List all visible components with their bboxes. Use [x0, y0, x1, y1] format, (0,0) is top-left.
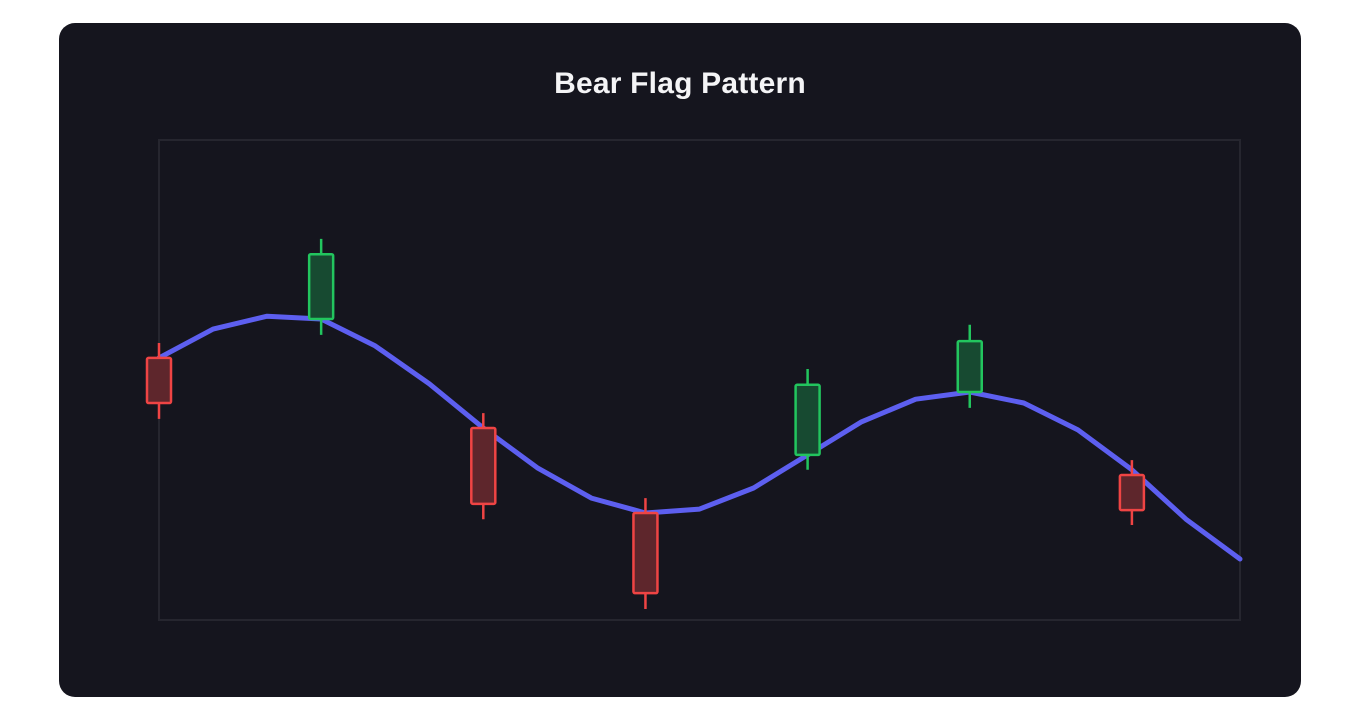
candle-body	[470, 426, 497, 506]
candle-7	[1118, 460, 1146, 525]
candle-body	[794, 383, 821, 457]
chart-plot	[145, 139, 1243, 621]
candle-3	[470, 413, 497, 520]
candle-body	[1118, 473, 1146, 512]
price-line	[156, 313, 1243, 562]
price-line-layer	[156, 313, 1243, 562]
candle-body	[632, 511, 659, 595]
candle-body	[956, 339, 983, 394]
candle-4	[632, 498, 659, 609]
candle-body	[307, 252, 335, 321]
candle-body	[145, 356, 173, 405]
plot-frame	[158, 139, 1241, 621]
candle-5	[794, 368, 821, 470]
candle-1	[145, 343, 173, 419]
candles-layer	[145, 238, 1146, 609]
chart-title: Bear Flag Pattern	[554, 67, 806, 100]
candle-2	[307, 238, 335, 335]
candle-6	[956, 324, 983, 408]
chart-card: Bear Flag Pattern	[59, 23, 1301, 697]
